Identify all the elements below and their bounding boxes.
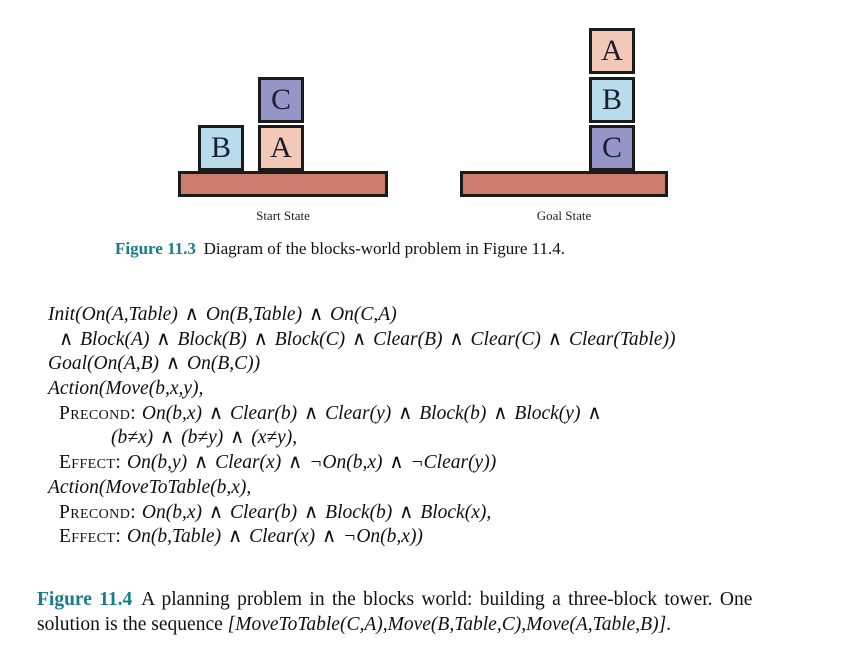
- code-line-move-effect: Effect: On(b,y) ∧ Clear(x) ∧ ¬On(b,x) ∧ ¬…: [48, 451, 675, 476]
- figure-11-3-caption: Figure 11.3 Diagram of the blocks-world p…: [115, 238, 565, 260]
- code-line-action-movetotable: Action(MoveToTable(b,x),: [48, 476, 675, 501]
- block-a-start: A: [258, 125, 304, 171]
- code-text: Init(On(A,Table) ∧ On(B,Table) ∧ On(C,A): [48, 304, 397, 325]
- figure-11-4-label: Figure 11.4: [37, 589, 133, 610]
- figure-11-4-caption-line1: Figure 11.4 A planning problem in the blo…: [37, 587, 832, 612]
- goal-state-label: Goal State: [536, 208, 592, 223]
- table-start: [178, 171, 388, 197]
- block-b-goal: B: [589, 77, 635, 123]
- code-text: ∧ Block(A) ∧ Block(B) ∧ Block(C) ∧ Clear…: [59, 328, 676, 350]
- code-line-init-cont: ∧ Block(A) ∧ Block(B) ∧ Block(C) ∧ Clear…: [48, 328, 675, 353]
- code-label: Effect:: [59, 526, 122, 548]
- code-line-move-precond: Precond: On(b,x) ∧ Clear(b) ∧ Clear(y) ∧ …: [48, 402, 675, 427]
- code-line-action-move: Action(Move(b,x,y),: [48, 377, 675, 402]
- code-line-movetotable-precond: Precond: On(b,x) ∧ Clear(b) ∧ Block(b) ∧ …: [48, 501, 675, 526]
- figure-11-4-caption-text2: solution is the sequence: [37, 614, 228, 635]
- block-c-start: C: [258, 77, 304, 123]
- code-line-movetotable-effect: Effect: On(b,Table) ∧ Clear(x) ∧ ¬On(b,x)…: [48, 525, 675, 550]
- figure-11-3-label: Figure 11.3: [115, 239, 196, 258]
- figure-11-4-caption: Figure 11.4 A planning problem in the blo…: [37, 587, 832, 637]
- code-label: Precond:: [59, 402, 137, 424]
- code-text: On(b,x) ∧ Clear(b) ∧ Clear(y) ∧ Block(b)…: [141, 402, 602, 424]
- code-text: Action(MoveToTable(b,x),: [48, 476, 252, 498]
- figure-11-4-caption-text1: A planning problem in the blocks world: …: [141, 589, 753, 610]
- code-line-goal: Goal(On(A,B) ∧ On(B,C)): [48, 352, 675, 377]
- code-line-init: Init(On(A,Table) ∧ On(B,Table) ∧ On(C,A): [48, 303, 675, 328]
- figure-11-3-caption-text: Diagram of the blocks-world problem in F…: [203, 239, 566, 258]
- code-line-move-precond-cont: (b≠x) ∧ (b≠y) ∧ (x≠y),: [48, 426, 675, 451]
- code-label: Effect:: [59, 452, 122, 474]
- code-text: Action(Move(b,x,y),: [48, 378, 204, 400]
- block-c-goal: C: [589, 125, 635, 171]
- code-text: (b≠x) ∧ (b≠y) ∧ (x≠y),: [111, 427, 298, 449]
- figure-11-4-caption-line2: solution is the sequence [MoveToTable(C,…: [37, 612, 832, 637]
- block-a-goal: A: [589, 28, 635, 74]
- solution-sequence: [MoveToTable(C,A),Move(B,Table,C),Move(A…: [227, 614, 667, 635]
- table-goal: [460, 171, 668, 197]
- code-text: On(b,Table) ∧ Clear(x) ∧ ¬On(b,x)): [127, 526, 423, 548]
- code-label: Precond:: [59, 501, 137, 523]
- start-state-label: Start State: [256, 208, 310, 223]
- code-text: On(b,x) ∧ Clear(b) ∧ Block(b) ∧ Block(x)…: [141, 501, 492, 523]
- block-b-start: B: [198, 125, 244, 171]
- code-text: Goal(On(A,B) ∧ On(B,C)): [48, 353, 261, 375]
- code-text: On(b,y) ∧ Clear(x) ∧ ¬On(b,x) ∧ ¬Clear(y…: [127, 452, 497, 474]
- planning-problem-code: Init(On(A,Table) ∧ On(B,Table) ∧ On(C,A)…: [48, 303, 675, 550]
- figure-11-4-caption-period: .: [666, 614, 672, 635]
